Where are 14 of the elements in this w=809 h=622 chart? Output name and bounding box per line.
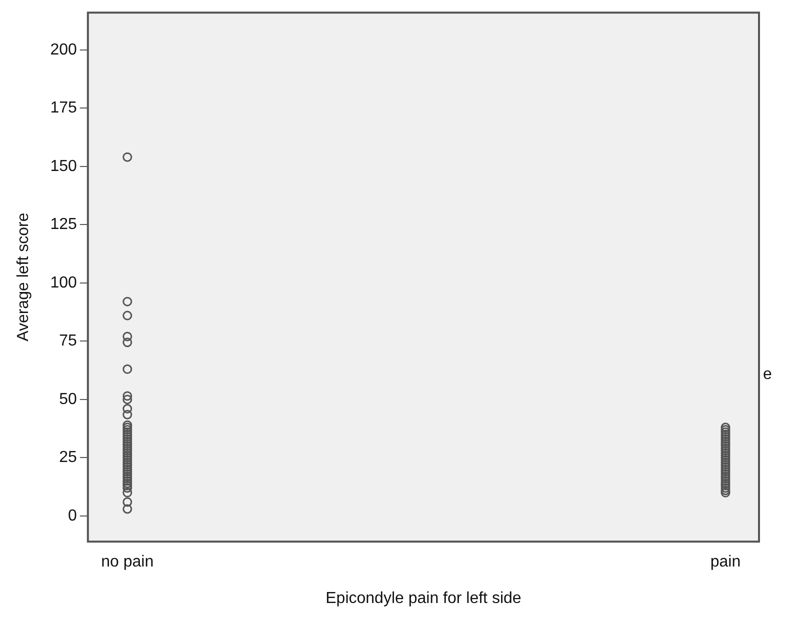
y-tick-label: 200 [50,41,77,58]
y-tick-label: 75 [59,332,77,350]
y-tick-label: 25 [59,449,77,466]
x-tick-label: no pain [101,554,154,571]
y-tick-label: 0 [68,507,77,524]
y-axis-title: Average left score [15,212,32,342]
x-tick-label: pain [710,554,741,571]
y-tick-label: 125 [50,216,77,234]
x-axis-title: Epicondyle pain for left side [326,590,522,607]
annotation: e [763,366,772,384]
y-tick-label: 100 [50,274,77,292]
y-tick-label: 175 [50,100,77,117]
y-tick-label: 150 [50,158,77,175]
y-tick-label: 50 [59,390,77,408]
